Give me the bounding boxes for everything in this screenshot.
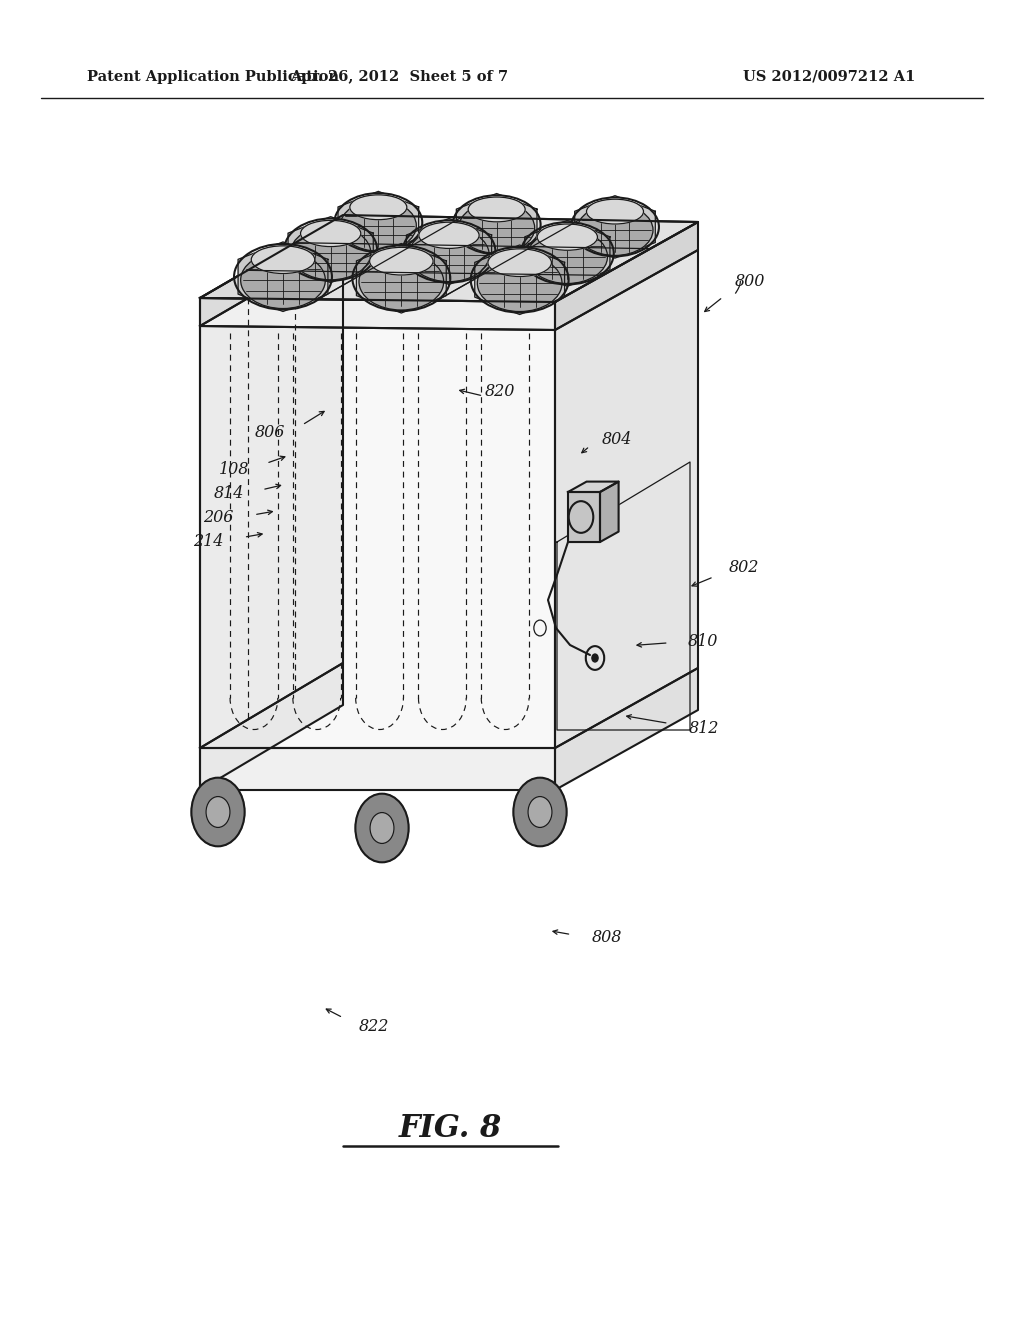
Polygon shape xyxy=(200,215,698,302)
Polygon shape xyxy=(200,243,343,748)
Text: 822: 822 xyxy=(358,1019,389,1035)
Polygon shape xyxy=(524,220,610,286)
Ellipse shape xyxy=(370,247,433,275)
Polygon shape xyxy=(475,246,564,314)
Polygon shape xyxy=(200,326,555,748)
Text: 806: 806 xyxy=(254,425,285,441)
Ellipse shape xyxy=(350,195,407,219)
Polygon shape xyxy=(555,249,698,748)
Circle shape xyxy=(592,653,598,661)
Ellipse shape xyxy=(291,226,371,280)
Polygon shape xyxy=(568,492,600,543)
Ellipse shape xyxy=(459,202,535,253)
Text: 206: 206 xyxy=(203,510,233,525)
Polygon shape xyxy=(200,215,343,326)
Ellipse shape xyxy=(409,228,489,281)
Text: US 2012/0097212 A1: US 2012/0097212 A1 xyxy=(743,70,915,83)
Polygon shape xyxy=(568,482,618,492)
Text: 814: 814 xyxy=(213,486,244,502)
Text: FIG. 8: FIG. 8 xyxy=(399,1113,502,1144)
Ellipse shape xyxy=(468,197,525,222)
Text: 810: 810 xyxy=(688,634,719,649)
Ellipse shape xyxy=(538,224,597,251)
Ellipse shape xyxy=(301,220,360,247)
Circle shape xyxy=(206,796,230,828)
Ellipse shape xyxy=(527,230,607,284)
Ellipse shape xyxy=(251,246,314,273)
Polygon shape xyxy=(356,243,446,313)
Text: 812: 812 xyxy=(689,721,720,737)
Text: 820: 820 xyxy=(484,383,515,400)
Ellipse shape xyxy=(419,222,479,248)
Ellipse shape xyxy=(487,249,551,276)
Ellipse shape xyxy=(340,201,417,251)
Text: 214: 214 xyxy=(193,533,223,549)
Polygon shape xyxy=(574,195,655,259)
Polygon shape xyxy=(288,216,374,282)
Polygon shape xyxy=(457,194,537,256)
Circle shape xyxy=(528,796,552,828)
Circle shape xyxy=(191,777,245,846)
Polygon shape xyxy=(239,242,328,312)
Circle shape xyxy=(370,813,394,843)
Polygon shape xyxy=(338,191,419,253)
Circle shape xyxy=(513,777,566,846)
Ellipse shape xyxy=(359,253,443,310)
Text: 804: 804 xyxy=(602,432,633,447)
Circle shape xyxy=(355,793,409,862)
Polygon shape xyxy=(407,219,492,285)
Ellipse shape xyxy=(587,199,643,224)
Text: 802: 802 xyxy=(729,560,760,576)
Text: Apr. 26, 2012  Sheet 5 of 7: Apr. 26, 2012 Sheet 5 of 7 xyxy=(290,70,509,83)
Ellipse shape xyxy=(477,255,562,312)
Polygon shape xyxy=(200,663,343,789)
Polygon shape xyxy=(555,222,698,330)
Text: 108: 108 xyxy=(218,462,249,478)
Polygon shape xyxy=(600,482,618,543)
Polygon shape xyxy=(200,748,555,789)
Text: 808: 808 xyxy=(592,929,623,945)
Polygon shape xyxy=(555,668,698,789)
Ellipse shape xyxy=(241,252,326,309)
Text: 800: 800 xyxy=(735,273,766,289)
Text: Patent Application Publication: Patent Application Publication xyxy=(87,70,339,83)
Ellipse shape xyxy=(577,205,653,256)
Polygon shape xyxy=(200,298,555,330)
